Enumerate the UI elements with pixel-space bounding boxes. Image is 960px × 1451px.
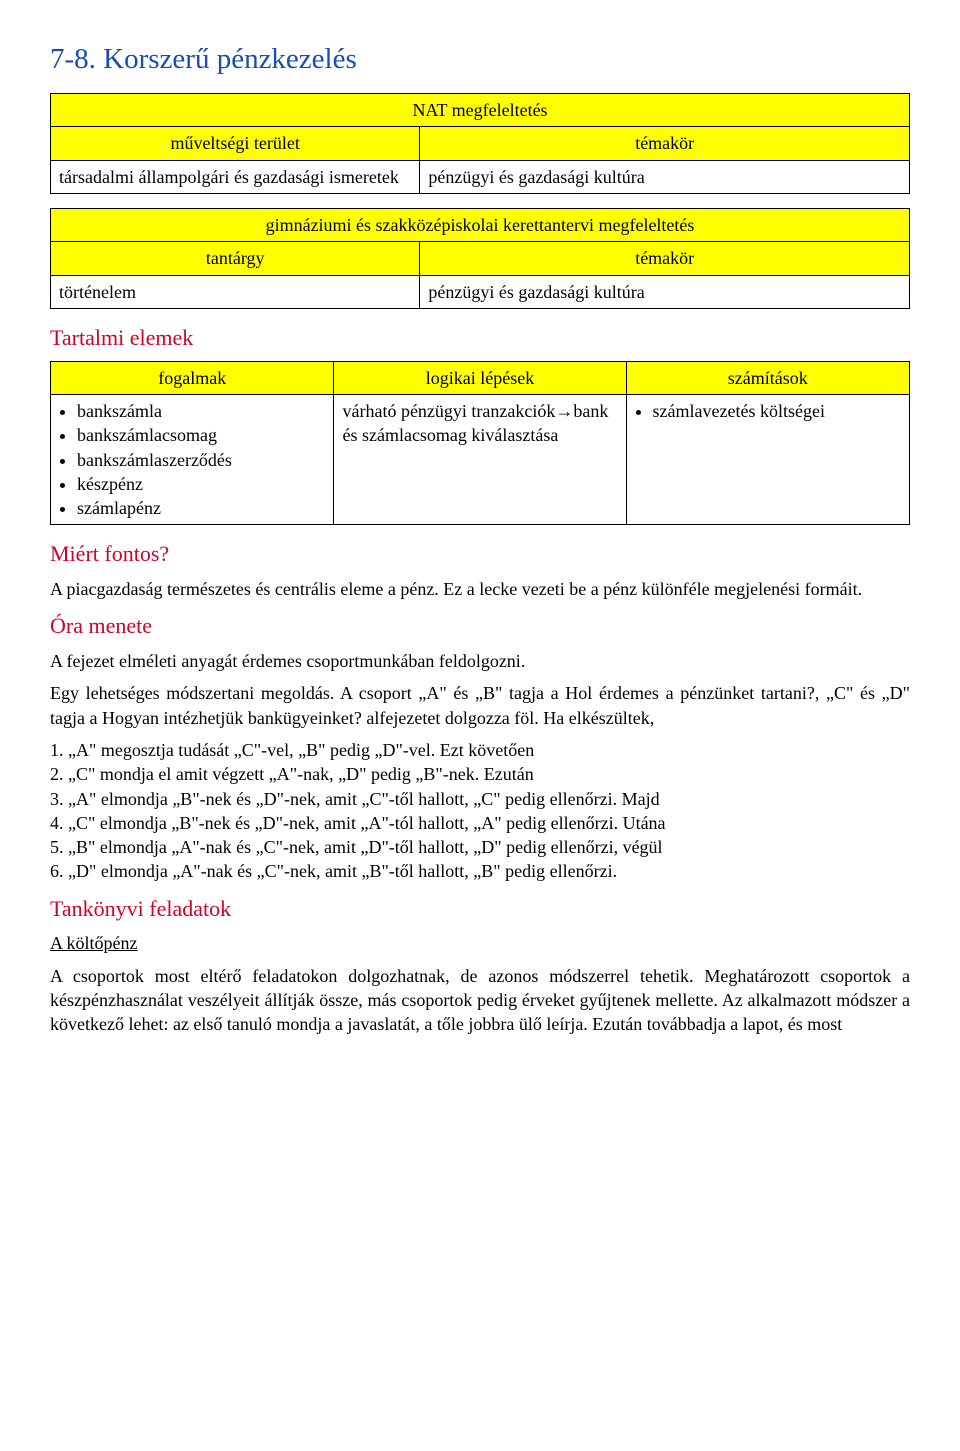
list-item: számlapénz [77, 496, 325, 520]
tartalmi-header: Tartalmi elemek [50, 323, 910, 353]
content-table: fogalmak logikai lépések számítások bank… [50, 361, 910, 526]
content-h1: fogalmak [51, 361, 334, 394]
list-item: számlavezetés költségei [653, 399, 901, 423]
list-item: készpénz [77, 472, 325, 496]
nat-header: NAT megfeleltetés [51, 94, 910, 127]
keret-col1-header: tantárgy [51, 242, 420, 275]
step-item: 6. „D" elmondja „A"-nak és „C"-nek, amit… [50, 859, 910, 883]
list-item: bankszámlaszerződés [77, 448, 325, 472]
tankonyvi-header: Tankönyvi feladatok [50, 894, 910, 924]
list-item: bankszámla [77, 399, 325, 423]
fogalmak-cell: bankszámla bankszámlacsomag bankszámlasz… [51, 394, 334, 524]
ora-p1: A fejezet elméleti anyagát érdemes csopo… [50, 649, 910, 673]
step-item: 5. „B" elmondja „A"-nak és „C"-nek, amit… [50, 835, 910, 859]
nat-col1-value: társadalmi állampolgári és gazdasági ism… [51, 160, 420, 193]
ora-header: Óra menete [50, 611, 910, 641]
step-item: 1. „A" megosztja tudását „C"-vel, „B" pe… [50, 738, 910, 762]
szamitasok-cell: számlavezetés költségei [626, 394, 909, 524]
content-h2: logikai lépések [334, 361, 626, 394]
nat-col2-value: pénzügyi és gazdasági kultúra [420, 160, 910, 193]
step-item: 4. „C" elmondja „B"-nek és „D"-nek, amit… [50, 811, 910, 835]
nat-col2-header: témakör [420, 127, 910, 160]
koltopenz-text: A csoportok most eltérő feladatokon dolg… [50, 964, 910, 1037]
steps-list: 1. „A" megosztja tudását „C"-vel, „B" pe… [50, 738, 910, 884]
miert-text: A piacgazdaság természetes és centrális … [50, 577, 910, 601]
kerettanterv-table: gimnáziumi és szakközépiskolai kerettant… [50, 208, 910, 309]
keret-header: gimnáziumi és szakközépiskolai kerettant… [51, 209, 910, 242]
keret-col1-value: történelem [51, 275, 420, 308]
logikai-cell: várható pénzügyi tranzakciók→bank és szá… [334, 394, 626, 524]
keret-col2-value: pénzügyi és gazdasági kultúra [420, 275, 910, 308]
keret-col2-header: témakör [420, 242, 910, 275]
content-h3: számítások [626, 361, 909, 394]
list-item: bankszámlacsomag [77, 423, 325, 447]
step-item: 2. „C" mondja el amit végzett „A"-nak, „… [50, 762, 910, 786]
step-item: 3. „A" elmondja „B"-nek és „D"-nek, amit… [50, 787, 910, 811]
nat-col1-header: műveltségi terület [51, 127, 420, 160]
ora-p2: Egy lehetséges módszertani megoldás. A c… [50, 681, 910, 730]
page-title: 7-8. Korszerű pénzkezelés [50, 40, 910, 79]
nat-table: NAT megfeleltetés műveltségi terület tém… [50, 93, 910, 194]
koltopenz-header: A költőpénz [50, 933, 138, 953]
miert-header: Miért fontos? [50, 539, 910, 569]
